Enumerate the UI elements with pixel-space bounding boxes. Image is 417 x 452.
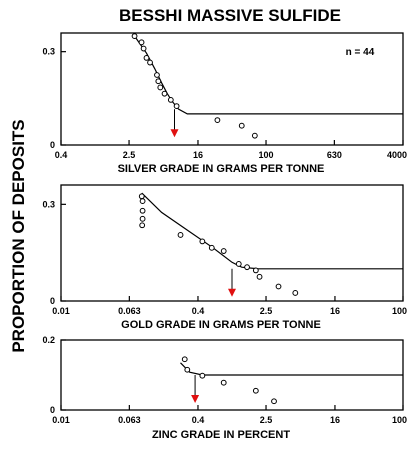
points-gold xyxy=(138,193,299,296)
data-point xyxy=(235,261,242,267)
fitted-curve xyxy=(180,362,403,376)
x-tick-label: 0.4 xyxy=(192,415,205,425)
data-point xyxy=(199,238,206,245)
points-zinc xyxy=(181,356,277,405)
data-point xyxy=(220,248,227,254)
points-silver xyxy=(131,33,258,139)
x-axis-label-zinc: ZINC GRADE IN PERCENT xyxy=(152,429,290,441)
x-ticks-gold: 0.01 0.063 0.4 2.5 16 100 xyxy=(52,296,407,316)
y-tick-label: 0.3 xyxy=(42,199,55,209)
data-point xyxy=(139,222,146,229)
x-axis-label-gold: GOLD GRADE IN GRAMS PER TONNE xyxy=(121,319,321,331)
data-point xyxy=(252,387,259,394)
fitted-curve xyxy=(141,192,403,270)
data-point xyxy=(214,117,221,124)
panel-gold: 0.01 0.063 0.4 2.5 16 100 00.3 GOLD GRADE IN … xyxy=(42,184,407,331)
data-point xyxy=(208,244,215,251)
data-point xyxy=(157,84,164,91)
data-point xyxy=(177,232,184,238)
marker-gold xyxy=(228,268,236,297)
sample-count: n = 44 xyxy=(346,47,375,58)
panel-silver: 0.4 2.5 16 100 630 4000 00.3 n = 44 SILVER GR… xyxy=(42,32,407,175)
x-axis-label-silver: SILVER GRADE IN GRAMS PER TONNE xyxy=(118,163,325,175)
panel-zinc: 0.01 0.063 0.4 2.5 16 100 00.2 ZINC GRADE IN … xyxy=(42,335,407,441)
data-point xyxy=(140,45,147,52)
data-point xyxy=(131,33,138,40)
data-point xyxy=(181,356,188,363)
y-ticks-gold: 00.3 xyxy=(42,199,66,306)
x-tick-label: 0.4 xyxy=(192,306,205,316)
data-point xyxy=(154,72,160,78)
data-point xyxy=(167,96,174,103)
x-tick-label: 2.5 xyxy=(260,306,273,316)
data-point xyxy=(275,283,282,290)
data-point xyxy=(292,290,299,296)
data-point xyxy=(139,207,146,214)
y-tick-label: 0.3 xyxy=(42,47,55,57)
data-point xyxy=(271,398,277,405)
y-tick-label: 0 xyxy=(50,296,55,306)
data-point xyxy=(173,103,180,110)
data-point xyxy=(143,54,150,61)
data-point xyxy=(139,215,146,222)
x-tick-label: 630 xyxy=(327,150,342,160)
data-point xyxy=(138,39,145,46)
x-tick-label: 100 xyxy=(392,415,407,425)
y-tick-label: 0 xyxy=(50,405,55,415)
median-arrow xyxy=(228,288,236,297)
data-point xyxy=(161,90,168,97)
data-point xyxy=(147,59,153,66)
x-tick-label: 16 xyxy=(330,415,340,425)
x-tick-label: 0.01 xyxy=(52,306,70,316)
x-tick-label: 100 xyxy=(392,306,407,316)
x-tick-label: 0.063 xyxy=(118,415,141,425)
y-axis-label: PROPORTION OF DEPOSITS xyxy=(9,119,28,352)
data-point xyxy=(256,273,263,280)
data-point xyxy=(138,193,145,200)
x-tick-label: 0.4 xyxy=(55,150,68,160)
x-tick-label: 4000 xyxy=(387,150,407,160)
y-ticks-zinc: 00.2 xyxy=(42,335,66,415)
x-tick-label: 2.5 xyxy=(260,415,273,425)
x-tick-label: 0.01 xyxy=(52,415,70,425)
marker-zinc xyxy=(191,375,200,403)
data-point xyxy=(220,379,227,386)
x-tick-label: 0.063 xyxy=(118,306,141,316)
x-tick-label: 16 xyxy=(193,150,203,160)
data-point xyxy=(139,198,146,205)
y-ticks-silver: 00.3 xyxy=(42,47,66,150)
data-point xyxy=(252,267,259,274)
marker-silver xyxy=(170,109,179,138)
x-ticks-zinc: 0.01 0.063 0.4 2.5 16 100 xyxy=(52,405,407,425)
x-tick-label: 100 xyxy=(259,150,274,160)
data-point xyxy=(155,78,162,85)
data-point xyxy=(238,122,245,129)
figure-title: BESSHI MASSIVE SULFIDE xyxy=(119,6,341,25)
plot-frame xyxy=(60,184,404,302)
y-tick-label: 0 xyxy=(50,140,55,150)
median-arrow xyxy=(170,129,179,138)
x-tick-label: 2.5 xyxy=(123,150,136,160)
plot-frame xyxy=(60,32,404,146)
data-point xyxy=(199,372,206,379)
curve-zinc xyxy=(180,362,403,376)
x-ticks-silver: 0.4 2.5 16 100 630 4000 xyxy=(55,140,407,160)
data-point xyxy=(184,366,191,373)
y-tick-label: 0.2 xyxy=(42,335,55,345)
data-point xyxy=(244,264,250,271)
data-point xyxy=(251,132,258,139)
curve-gold xyxy=(141,192,403,270)
median-arrow xyxy=(191,395,200,403)
x-tick-label: 16 xyxy=(330,306,340,316)
